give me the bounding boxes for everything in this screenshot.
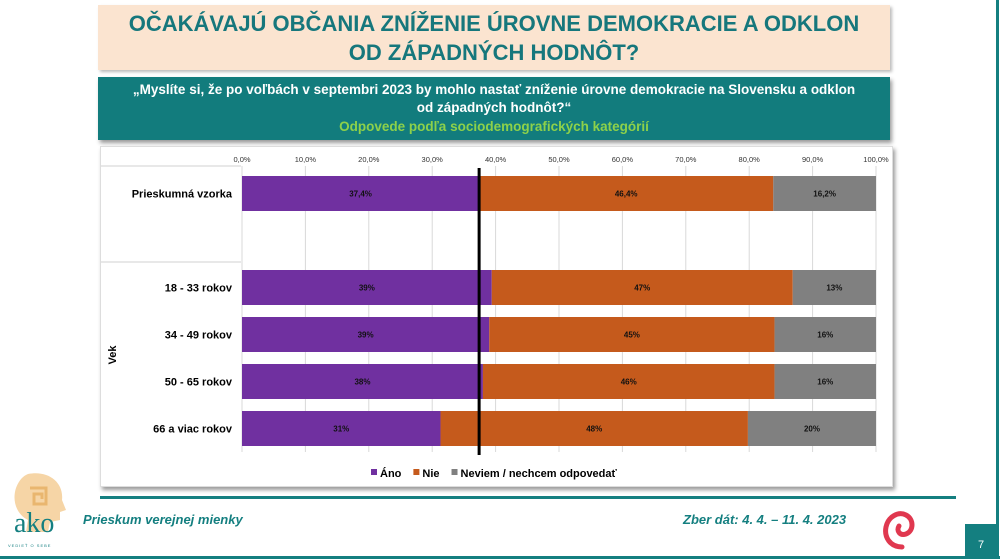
x-tick-label: 90,0% — [802, 155, 824, 164]
data-label: 37,4% — [349, 190, 372, 199]
category-label: 50 - 65 rokov — [165, 377, 233, 389]
data-label: 39% — [358, 331, 374, 340]
ako-logo-slogan: VEDIEŤ O SEBE — [8, 543, 52, 548]
legend-label: Nie — [422, 468, 439, 480]
data-label: 16,2% — [813, 190, 836, 199]
page-title-line1: OČAKÁVAJÚ OBČANIA ZNÍŽENIE ÚROVNE DEMOKR… — [128, 10, 860, 36]
bar-segment — [774, 364, 876, 399]
bar-segment — [242, 270, 492, 305]
bar-segment — [242, 411, 441, 446]
category-label: 18 - 33 rokov — [165, 283, 233, 295]
bar-segment — [242, 317, 490, 352]
x-tick-label: 10,0% — [295, 155, 317, 164]
x-tick-label: 0,0% — [233, 155, 250, 164]
ako-logo-text: ako — [14, 508, 55, 539]
x-tick-label: 100,0% — [863, 155, 889, 164]
page-number: 7 — [965, 524, 997, 557]
data-label: 46,4% — [615, 190, 638, 199]
category-label: 66 a viac rokov — [153, 424, 233, 436]
bar-segment — [242, 176, 480, 211]
frame-right — [996, 0, 999, 559]
data-label: 45% — [624, 331, 640, 340]
data-label: 16% — [817, 331, 833, 340]
x-tick-label: 30,0% — [422, 155, 444, 164]
bar-segment — [792, 270, 876, 305]
data-label: 16% — [817, 378, 833, 387]
data-label: 46% — [621, 378, 637, 387]
x-tick-label: 80,0% — [739, 155, 761, 164]
legend-label: Áno — [380, 467, 402, 480]
x-tick-label: 20,0% — [358, 155, 380, 164]
ako-head-logo-icon — [14, 473, 66, 532]
footer-divider — [100, 496, 956, 499]
x-tick-label: 70,0% — [675, 155, 697, 164]
data-label: 38% — [354, 378, 370, 387]
bar-segment — [489, 317, 775, 352]
footer-collection-date: Zber dát: 4. 4. – 11. 4. 2023 — [683, 512, 847, 527]
footer-survey-label: Prieskum verejnej mienky — [83, 512, 243, 527]
legend-swatch — [413, 469, 420, 475]
page-title-line2: OD ZÁPADNÝCH HODNÔT? — [348, 39, 640, 65]
frame-bottom — [0, 556, 1000, 559]
spiral-logo-icon — [883, 511, 915, 550]
bar-segment — [242, 364, 483, 399]
x-tick-label: 40,0% — [485, 155, 507, 164]
data-label: 47% — [634, 284, 650, 293]
question-subtitle: Odpovede podľa sociodemografických kateg… — [339, 119, 649, 134]
bar-segment — [482, 364, 775, 399]
legend-swatch — [371, 469, 377, 475]
bar-segment — [773, 176, 876, 211]
data-label: 31% — [333, 425, 349, 434]
category-label: 34 - 49 rokov — [165, 330, 233, 342]
category-label: Prieskumná vzorka — [132, 189, 233, 201]
bar-segment — [479, 176, 774, 211]
title-banner: OČAKÁVAJÚ OBČANIA ZNÍŽENIE ÚROVNE DEMOKR… — [98, 5, 890, 70]
legend-swatch — [451, 469, 458, 475]
question-text: „Myslíte si, že po voľbách v septembri 2… — [132, 82, 856, 115]
question-banner: „Myslíte si, že po voľbách v septembri 2… — [98, 77, 890, 140]
bar-segment — [440, 411, 748, 446]
x-tick-label: 50,0% — [548, 155, 570, 164]
x-tick-label: 60,0% — [612, 155, 634, 164]
bar-segment — [491, 270, 793, 305]
bar-segment — [747, 411, 876, 446]
group-label-vek: Vek — [107, 345, 119, 365]
data-label: 48% — [586, 425, 602, 434]
legend-label: Neviem / nechcem odpovedať — [461, 468, 618, 480]
data-label: 13% — [826, 284, 842, 293]
data-label: 39% — [359, 284, 375, 293]
data-label: 20% — [804, 425, 820, 434]
bar-segment — [774, 317, 876, 352]
